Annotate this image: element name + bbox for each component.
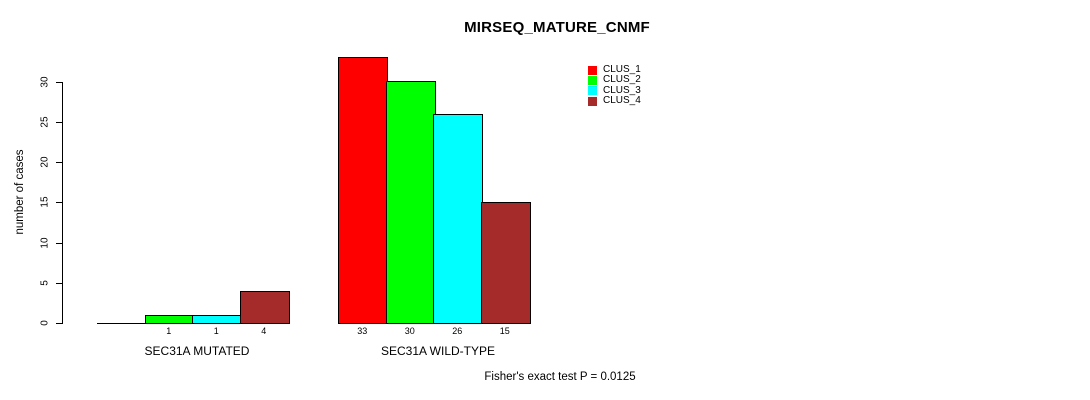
bar-clus_2-wildtype: [385, 81, 436, 324]
y-axis-tick: [56, 81, 62, 83]
y-axis-tick: [56, 242, 62, 244]
bar-clus_3-wildtype: [433, 114, 483, 324]
category-label: SEC31A WILD-TYPE: [380, 344, 496, 358]
legend-row-clus_3: CLUS_3: [588, 84, 641, 96]
y-axis-tick-label: 20: [39, 156, 51, 168]
bar-clus_4-wildtype: [480, 202, 531, 324]
y-axis-tick-label: 0: [39, 320, 51, 326]
bar-value-label: 33: [357, 326, 368, 336]
bar-clus_4-mutated: [239, 291, 290, 324]
legend-swatch-icon: [588, 86, 597, 96]
legend: CLUS_1 CLUS_2 CLUS_3 CLUS_4: [588, 65, 641, 106]
bar-value-label: 26: [452, 326, 463, 336]
y-axis-tick: [56, 121, 62, 123]
legend-swatch-icon: [588, 75, 597, 85]
legend-row-clus_4: CLUS_4: [588, 96, 641, 106]
y-axis-tick: [56, 162, 62, 163]
chart-title: MIRSEQ_MATURE_CNMF: [464, 19, 650, 36]
y-axis-tick: [56, 282, 62, 284]
y-axis-tick-label: 5: [39, 279, 51, 286]
legend-swatch-icon: [588, 65, 597, 75]
bar-value-label: 4: [261, 326, 267, 336]
legend-row-clus_1: CLUS_1: [588, 65, 641, 75]
bar-value-label: 15: [499, 326, 510, 336]
y-axis-tick-label: 10: [39, 236, 51, 249]
bar-clus_3-mutated: [192, 315, 242, 324]
legend-label: CLUS_2: [603, 74, 641, 86]
bar-value-label: 1: [213, 326, 219, 336]
y-axis-tick: [56, 202, 62, 204]
bar-value-label: 30: [404, 326, 415, 336]
y-axis-tick-label: 30: [39, 75, 51, 88]
legend-swatch-icon: [588, 96, 597, 106]
y-axis-line: [62, 81, 63, 324]
y-axis-tick-label: 15: [39, 196, 51, 208]
legend-label: CLUS_3: [603, 84, 641, 96]
legend-label: CLUS_1: [603, 64, 641, 76]
footer-note: Fisher's exact test P = 0.0125: [484, 371, 636, 383]
category-label: SEC31A MUTATED: [144, 344, 250, 358]
y-axis-tick: [56, 323, 62, 324]
legend-row-clus_2: CLUS_2: [588, 75, 641, 85]
bar-clus_2-mutated: [144, 315, 195, 324]
bar-value-label: 1: [166, 326, 172, 336]
bar-clus_1-wildtype: [338, 57, 388, 324]
legend-label: CLUS_4: [603, 95, 641, 107]
y-axis-tick-label: 25: [39, 116, 51, 128]
